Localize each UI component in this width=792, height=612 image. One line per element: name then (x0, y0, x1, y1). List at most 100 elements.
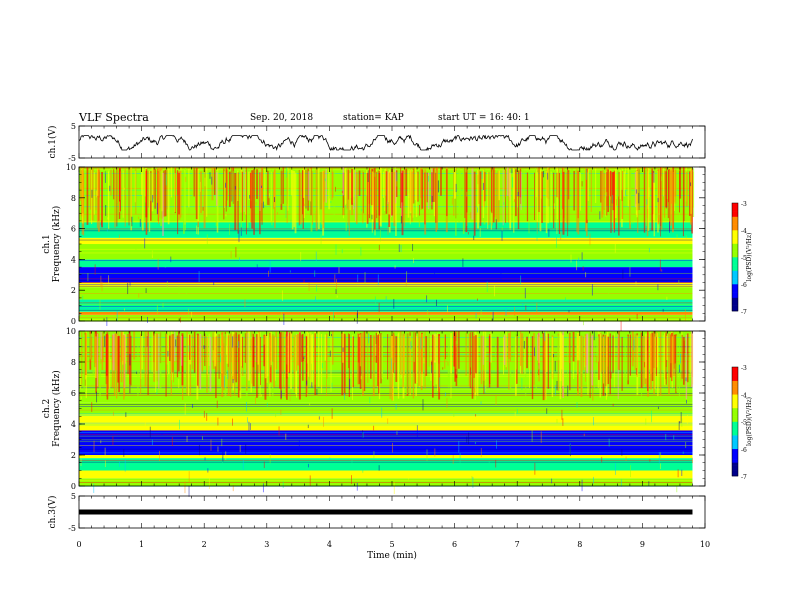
spectrogram-streak (373, 168, 376, 230)
spectrogram-speckle (159, 450, 160, 462)
spectrogram-speckle (678, 421, 680, 430)
spectrogram-streak (585, 336, 586, 382)
spectrogram-speckle (496, 440, 498, 449)
spectrogram-streak (445, 334, 447, 360)
spectrogram-streak (294, 335, 296, 372)
spectrogram-stripe (79, 256, 693, 258)
spectrogram-streak (198, 335, 200, 389)
spectrogram-streak (247, 331, 250, 381)
spectrogram-speckle (486, 281, 488, 292)
spectrogram-speckle (323, 416, 325, 427)
colorbar-swatch (732, 473, 738, 477)
spectrogram-streak (246, 331, 248, 391)
spectrogram-speckle (221, 438, 223, 447)
spectrogram-streak (567, 334, 569, 394)
spectrogram-speckle (101, 281, 103, 292)
y-tick-label: 2 (71, 286, 76, 295)
spectrogram-streak (350, 172, 352, 198)
spectrogram-speckle (123, 187, 125, 190)
spectrogram-speckle (136, 371, 138, 375)
spectrogram-streak (94, 333, 96, 364)
spectrogram-streak (446, 169, 448, 217)
spectrogram-speckle (547, 172, 549, 180)
spectrogram-streak (264, 334, 267, 379)
panel-frame (78, 125, 706, 159)
spectrogram-stripe (79, 213, 693, 215)
spectrogram-speckle (280, 409, 282, 415)
spectrogram-streak (273, 335, 275, 388)
spectrogram-streak (546, 169, 548, 198)
spectrogram-streak (464, 167, 466, 219)
spectrogram-speckle (307, 424, 309, 429)
spectrogram-streak (547, 333, 550, 389)
spectrogram-speckle (331, 408, 333, 419)
colorbar-swatch (732, 284, 738, 287)
spectrogram-streak (691, 168, 693, 234)
spectrogram-streak (270, 331, 273, 366)
spectrogram-stripe (79, 385, 693, 387)
spectrogram-speckle (483, 359, 485, 370)
spectrogram-speckle (315, 251, 317, 261)
spectrogram-speckle (629, 267, 631, 277)
spectrogram-streak (247, 332, 249, 380)
spectrogram-streak (411, 171, 413, 222)
spectrogram-speckle (525, 305, 527, 311)
spectrogram-streak (508, 333, 510, 390)
spectrogram-speckle (334, 186, 336, 192)
spectrogram-speckle (569, 444, 571, 457)
spectrogram-speckle (660, 452, 662, 459)
spectrogram-speckle (375, 344, 377, 356)
spectrogram-streak (528, 170, 530, 219)
spectrogram-speckle (533, 347, 535, 357)
spectrogram-speckle (676, 483, 678, 493)
spectrogram-streak (170, 167, 173, 198)
spectrogram-streak (454, 172, 456, 199)
spectrogram-speckle (331, 382, 333, 389)
colorbar-swatch (732, 205, 738, 209)
x-tick-label: 7 (515, 540, 520, 549)
spectrogram-streak (192, 169, 194, 202)
spectrogram-speckle (678, 364, 680, 370)
spectrogram-stripe (79, 221, 693, 222)
spectrogram-streak (378, 172, 381, 216)
spectrogram-speckle (585, 272, 587, 278)
spectrogram-streak (153, 335, 156, 382)
spectrogram-streak (565, 172, 567, 224)
colorbar-tick-label: -5 (741, 420, 747, 427)
spectrogram-speckle (129, 354, 131, 366)
spectrogram-speckle (556, 236, 557, 248)
spectrogram-streak (109, 334, 111, 389)
spectrogram-speckle (621, 449, 623, 456)
spectrogram-streak (101, 171, 103, 228)
spectrogram-speckle (554, 360, 556, 372)
spectrogram-stripe (79, 302, 693, 304)
spectrogram-stripe (79, 370, 693, 372)
spectrogram-streak (628, 168, 631, 201)
spectrogram-speckle (333, 311, 334, 322)
spectrogram-streak (430, 335, 432, 381)
x-tick-label: 10 (700, 540, 710, 549)
spectrogram-streak (123, 334, 125, 400)
spectrogram-speckle (371, 214, 373, 220)
spectrogram-speckle (186, 291, 187, 295)
colorbar-swatch (732, 402, 738, 406)
spectrogram-speckle (161, 433, 163, 436)
spectrogram-streak (526, 336, 528, 369)
spectrogram-streak (269, 334, 271, 384)
spectrogram-stripe (79, 339, 693, 340)
spectrogram-streak (197, 333, 199, 386)
spectrogram-speckle (222, 451, 224, 462)
spectrogram-streak (250, 336, 252, 393)
spectrogram-streak (178, 172, 180, 215)
spectrogram-speckle (256, 264, 258, 268)
spectrogram-stripe (79, 409, 693, 411)
spectrogram-speckle (589, 233, 591, 246)
spectrogram-speckle (385, 296, 387, 301)
spectrogram-streak (362, 332, 365, 396)
spectrogram-stripe (79, 319, 693, 320)
spectrogram-speckle (472, 476, 474, 488)
spectrogram-streak (427, 172, 430, 210)
spectrogram-streak (494, 331, 497, 372)
spectrogram-speckle (151, 249, 153, 256)
spectrogram-streak (603, 336, 605, 384)
